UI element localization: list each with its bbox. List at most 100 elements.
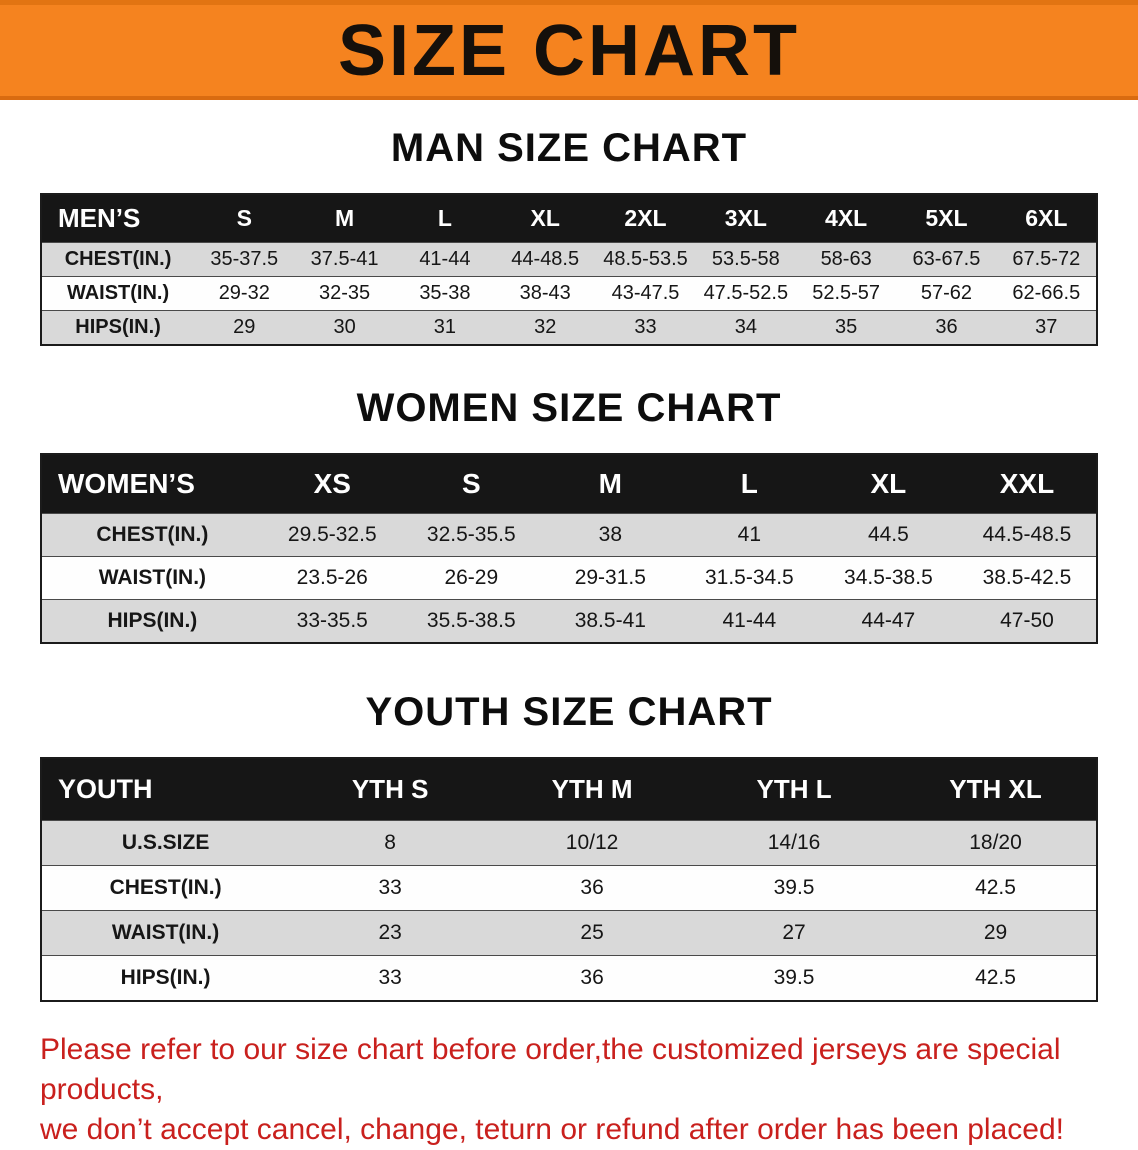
size-column-header: L [394,194,496,243]
youth-size-chart-heading: YOUTH SIZE CHART [365,690,773,734]
measurement-value-cell: 37 [996,310,1097,345]
measurement-value-cell: 41-44 [679,599,819,643]
size-column-header: YTH XL [895,758,1097,821]
measurement-value-cell: 36 [491,865,694,911]
size-column-header: XS [262,454,402,514]
measurement-value-cell: 32-35 [294,276,395,311]
size-column-header: 4XL [795,194,897,243]
measurement-value-cell: 44.5 [818,513,958,557]
measurement-value-cell: 26-29 [401,556,541,600]
women-size-chart-heading: WOMEN SIZE CHART [356,386,782,430]
measurement-value-cell: 30 [294,310,395,345]
measurement-value-cell: 47.5-52.5 [695,276,796,311]
size-chart-banner: SIZE CHART [0,0,1138,100]
table-header-row: WOMEN’S XS S M L XL XXL [41,454,1097,514]
measurement-row: U.S.SIZE 8 10/12 14/16 18/20 [41,820,1097,866]
measurement-label-cell: CHEST(IN.) [41,242,195,277]
measurement-value-cell: 41-44 [394,242,496,277]
size-column-header: YTH M [491,758,694,821]
measurement-value-cell: 29 [194,310,295,345]
size-column-header: S [194,194,295,243]
measurement-value-cell: 35-38 [394,276,496,311]
measurement-value-cell: 14/16 [693,820,896,866]
measurement-value-cell: 38.5-42.5 [957,556,1097,600]
measurement-label-cell: CHEST(IN.) [41,513,263,557]
measurement-value-cell: 35.5-38.5 [401,599,541,643]
measurement-label-cell: HIPS(IN.) [41,955,290,1001]
measurement-row: HIPS(IN.) 33 36 39.5 42.5 [41,955,1097,1001]
measurement-value-cell: 36 [896,310,997,345]
size-column-header: XL [818,454,958,514]
measurement-value-cell: 47-50 [957,599,1097,643]
measurement-value-cell: 32.5-35.5 [401,513,541,557]
measurement-value-cell: 44-48.5 [495,242,596,277]
measurement-row: CHEST(IN.) 35-37.5 37.5-41 41-44 44-48.5 48.5… [41,242,1097,277]
measurement-value-cell: 38.5-41 [540,599,680,643]
measurement-row: HIPS(IN.) 33-35.5 35.5-38.5 38.5-41 41-44 44-… [41,599,1097,643]
measurement-label-cell: WAIST(IN.) [41,556,263,600]
measurement-value-cell: 23.5-26 [262,556,402,600]
measurement-value-cell: 39.5 [693,865,896,911]
youth-size-table: YOUTH YTH S YTH M YTH L YTH XL U.S.SIZE 8 10/12… [40,757,1098,1002]
measurement-row: WAIST(IN.) 23 25 27 29 [41,910,1097,956]
measurement-value-cell: 52.5-57 [795,276,897,311]
measurement-label-cell: HIPS(IN.) [41,599,263,643]
measurement-value-cell: 58-63 [795,242,897,277]
measurement-value-cell: 44.5-48.5 [957,513,1097,557]
measurement-value-cell: 35 [795,310,897,345]
man-size-chart-heading: MAN SIZE CHART [390,126,748,170]
size-column-header: XL [495,194,596,243]
measurement-value-cell: 38-43 [495,276,596,311]
size-column-header: 3XL [695,194,796,243]
measurement-value-cell: 10/12 [491,820,694,866]
measurement-label-cell: U.S.SIZE [41,820,290,866]
size-column-header: YTH L [693,758,896,821]
measurement-row: CHEST(IN.) 33 36 39.5 42.5 [41,865,1097,911]
measurement-value-cell: 29.5-32.5 [262,513,402,557]
measurement-value-cell: 34 [695,310,796,345]
measurement-label-cell: WAIST(IN.) [41,910,290,956]
order-disclaimer: Please refer to our size chart before or… [40,1030,1102,1150]
banner-title: SIZE CHART [338,10,800,91]
measurement-label-cell: CHEST(IN.) [41,865,290,911]
measurement-value-cell: 33-35.5 [262,599,402,643]
measurement-value-cell: 67.5-72 [996,242,1097,277]
measurement-value-cell: 23 [289,910,492,956]
measurement-value-cell: 33 [289,865,492,911]
measurement-row: CHEST(IN.) 29.5-32.5 32.5-35.5 38 41 44.5 44.5… [41,513,1097,557]
size-column-header: 6XL [996,194,1097,243]
measurement-value-cell: 39.5 [693,955,896,1001]
measurement-value-cell: 57-62 [896,276,997,311]
measurement-value-cell: 29 [895,910,1097,956]
table-title-cell: MEN’S [41,194,195,243]
measurement-value-cell: 33 [289,955,492,1001]
measurement-value-cell: 29-32 [194,276,295,311]
measurement-value-cell: 36 [491,955,694,1001]
measurement-value-cell: 48.5-53.5 [595,242,696,277]
measurement-value-cell: 18/20 [895,820,1097,866]
table-title-cell: YOUTH [41,758,290,821]
measurement-value-cell: 33 [595,310,696,345]
measurement-value-cell: 27 [693,910,896,956]
measurement-value-cell: 63-67.5 [896,242,997,277]
table-header-row: MEN’S S M L XL 2XL 3XL 4XL 5XL 6XL [41,194,1097,243]
measurement-value-cell: 41 [679,513,819,557]
size-column-header: L [679,454,819,514]
measurement-value-cell: 53.5-58 [695,242,796,277]
size-column-header: XXL [957,454,1097,514]
measurement-value-cell: 44-47 [818,599,958,643]
table-header-row: YOUTH YTH S YTH M YTH L YTH XL [41,758,1097,821]
measurement-value-cell: 34.5-38.5 [818,556,958,600]
measurement-row: WAIST(IN.) 23.5-26 26-29 29-31.5 31.5-34.5 34… [41,556,1097,600]
measurement-value-cell: 31.5-34.5 [679,556,819,600]
size-column-header: 5XL [896,194,997,243]
size-column-header: M [294,194,395,243]
disclaimer-line-2: we don’t accept cancel, change, teturn o… [40,1113,1064,1146]
measurement-value-cell: 37.5-41 [294,242,395,277]
measurement-value-cell: 43-47.5 [595,276,696,311]
disclaimer-line-1: Please refer to our size chart before or… [40,1033,1061,1106]
size-column-header: YTH S [289,758,492,821]
measurement-row: WAIST(IN.) 29-32 32-35 35-38 38-43 43-47.5 47.… [41,276,1097,311]
table-title-cell: WOMEN’S [41,454,263,514]
measurement-value-cell: 38 [540,513,680,557]
